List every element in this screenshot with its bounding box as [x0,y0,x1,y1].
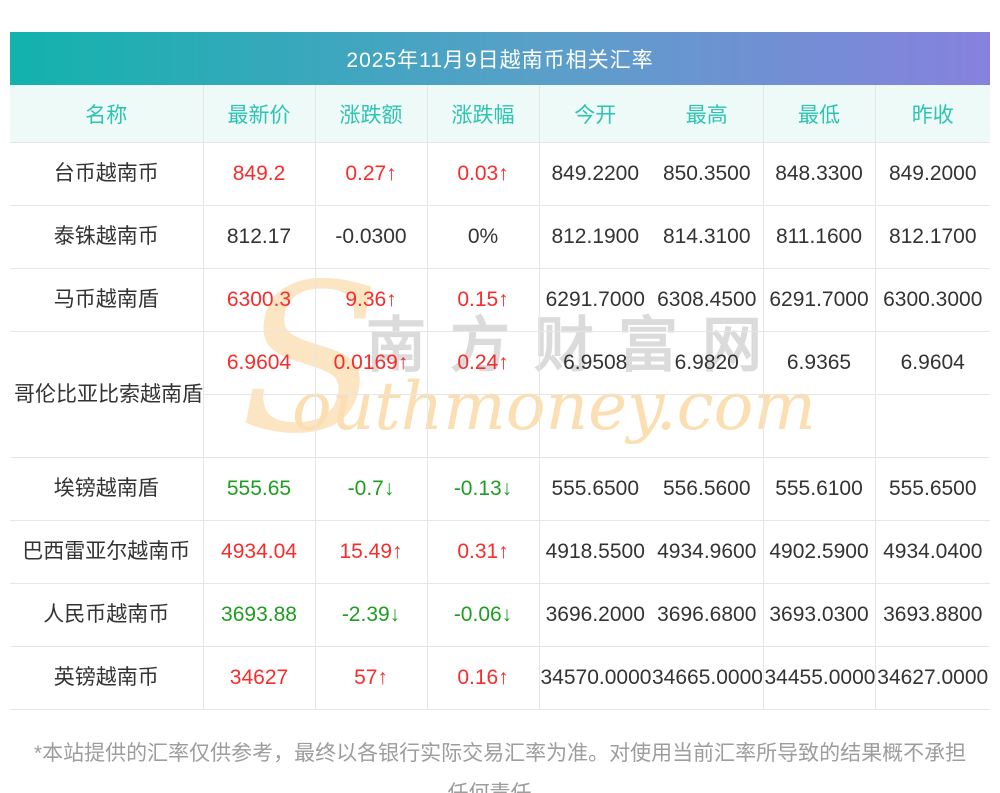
cell-pct: 0.15↑ [427,268,540,332]
cell-last: 849.2 [203,142,316,206]
cell-prev: 812.1700 [875,205,990,269]
cell-low: 848.3300 [763,142,876,206]
rates-table-body: 台币越南币 849.2 0.27↑ 0.03↑ 849.2200 850.3500 848.… [10,142,990,710]
cell-prev: 555.6500 [875,457,990,521]
currency-pair-name: 哥伦比亚比索越南盾 [10,331,204,458]
table-row: 人民币越南币 3693.88 -2.39↓ -0.06↓ 3696.2000 3696.6… [10,583,990,647]
empty-cell [651,394,764,458]
table-row: 英镑越南币 34627 57↑ 0.16↑ 34570.0000 34665.0000 34… [10,646,990,710]
cell-change: 0.0169↑ [315,331,428,395]
column-header-change: 涨跌额 [315,85,428,143]
cell-low: 3693.0300 [763,583,876,647]
exchange-rates-table: 名称 最新价 涨跌额 涨跌幅 今开 最高 最低 昨收 台币越南币 849.2 0.2… [10,85,990,710]
cell-pct: -0.13↓ [427,457,540,521]
table-row: 泰铢越南币 812.17 -0.0300 0% 812.1900 814.3100 811.… [10,205,990,269]
table-row: 哥伦比亚比索越南盾 6.9604 0.0169↑ 0.24↑ 6.9508 6.9820 6… [10,331,990,458]
empty-cell [875,394,990,458]
cell-change: 15.49↑ [315,520,428,584]
cell-last: 812.17 [203,205,316,269]
table-row-spacer [10,394,990,458]
table-header-row: 名称 最新价 涨跌额 涨跌幅 今开 最高 最低 昨收 [10,85,990,143]
cell-pct: 0.03↑ [427,142,540,206]
cell-high: 34665.0000 [651,646,764,710]
cell-last: 555.65 [203,457,316,521]
cell-open: 812.1900 [539,205,651,269]
table-row: 埃镑越南盾 555.65 -0.7↓ -0.13↓ 555.6500 556.5600 55… [10,457,990,521]
cell-open: 6.9508 [539,331,651,395]
cell-prev: 34627.0000 [875,646,990,710]
cell-low: 555.6100 [763,457,876,521]
currency-pair-name: 人民币越南币 [10,583,204,647]
cell-open: 4918.5500 [539,520,651,584]
cell-prev: 849.2000 [875,142,990,206]
cell-pct: 0.24↑ [427,331,540,395]
empty-cell [539,394,651,458]
cell-high: 850.3500 [651,142,764,206]
currency-pair-name: 马币越南盾 [10,268,204,332]
cell-pct: 0% [427,205,540,269]
cell-change: 0.27↑ [315,142,428,206]
cell-change: 57↑ [315,646,428,710]
table-title-bar: 2025年11月9日越南币相关汇率 [10,32,990,85]
page-title: 2025年11月9日越南币相关汇率 [346,48,654,72]
cell-last: 6.9604 [203,331,316,395]
empty-cell [763,394,876,458]
cell-change: -0.7↓ [315,457,428,521]
cell-prev: 4934.0400 [875,520,990,584]
empty-cell [315,394,428,458]
empty-cell [427,394,540,458]
cell-high: 6.9820 [651,331,764,395]
disclaimer-text: *本站提供的汇率仅供参考，最终以各银行实际交易汇率为准。对使用当前汇率所导致的结… [33,742,967,793]
cell-open: 555.6500 [539,457,651,521]
cell-pct: 0.16↑ [427,646,540,710]
column-header-prev: 昨收 [875,85,990,143]
cell-low: 811.1600 [763,205,876,269]
cell-open: 849.2200 [539,142,651,206]
table-row: 马币越南盾 6300.3 9.36↑ 0.15↑ 6291.7000 6308.4500 6… [10,268,990,332]
currency-pair-name: 巴西雷亚尔越南币 [10,520,204,584]
currency-pair-name: 埃镑越南盾 [10,457,204,521]
cell-pct: 0.31↑ [427,520,540,584]
currency-pair-name: 英镑越南币 [10,646,204,710]
cell-high: 6308.4500 [651,268,764,332]
cell-low: 6291.7000 [763,268,876,332]
column-header-name: 名称 [10,85,204,143]
column-header-open: 今开 [539,85,651,143]
cell-last: 3693.88 [203,583,316,647]
cell-last: 6300.3 [203,268,316,332]
cell-change: 9.36↑ [315,268,428,332]
column-header-high: 最高 [651,85,764,143]
column-header-pct: 涨跌幅 [427,85,540,143]
cell-change: -0.0300 [315,205,428,269]
cell-last: 4934.04 [203,520,316,584]
cell-high: 814.3100 [651,205,764,269]
cell-low: 6.9365 [763,331,876,395]
table-row: 台币越南币 849.2 0.27↑ 0.03↑ 849.2200 850.3500 848.… [10,142,990,206]
cell-last: 34627 [203,646,316,710]
table-row: 巴西雷亚尔越南币 4934.04 15.49↑ 0.31↑ 4918.5500 4934.… [10,520,990,584]
cell-high: 556.5600 [651,457,764,521]
empty-cell [203,394,316,458]
cell-low: 4902.5900 [763,520,876,584]
cell-pct: -0.06↓ [427,583,540,647]
cell-low: 34455.0000 [763,646,876,710]
column-header-low: 最低 [763,85,876,143]
currency-pair-name: 台币越南币 [10,142,204,206]
cell-open: 3696.2000 [539,583,651,647]
cell-high: 3696.6800 [651,583,764,647]
cell-prev: 3693.8800 [875,583,990,647]
column-header-last: 最新价 [203,85,316,143]
cell-open: 6291.7000 [539,268,651,332]
currency-pair-name: 泰铢越南币 [10,205,204,269]
cell-prev: 6.9604 [875,331,990,395]
cell-prev: 6300.3000 [875,268,990,332]
cell-open: 34570.0000 [539,646,651,710]
cell-high: 4934.9600 [651,520,764,584]
cell-change: -2.39↓ [315,583,428,647]
